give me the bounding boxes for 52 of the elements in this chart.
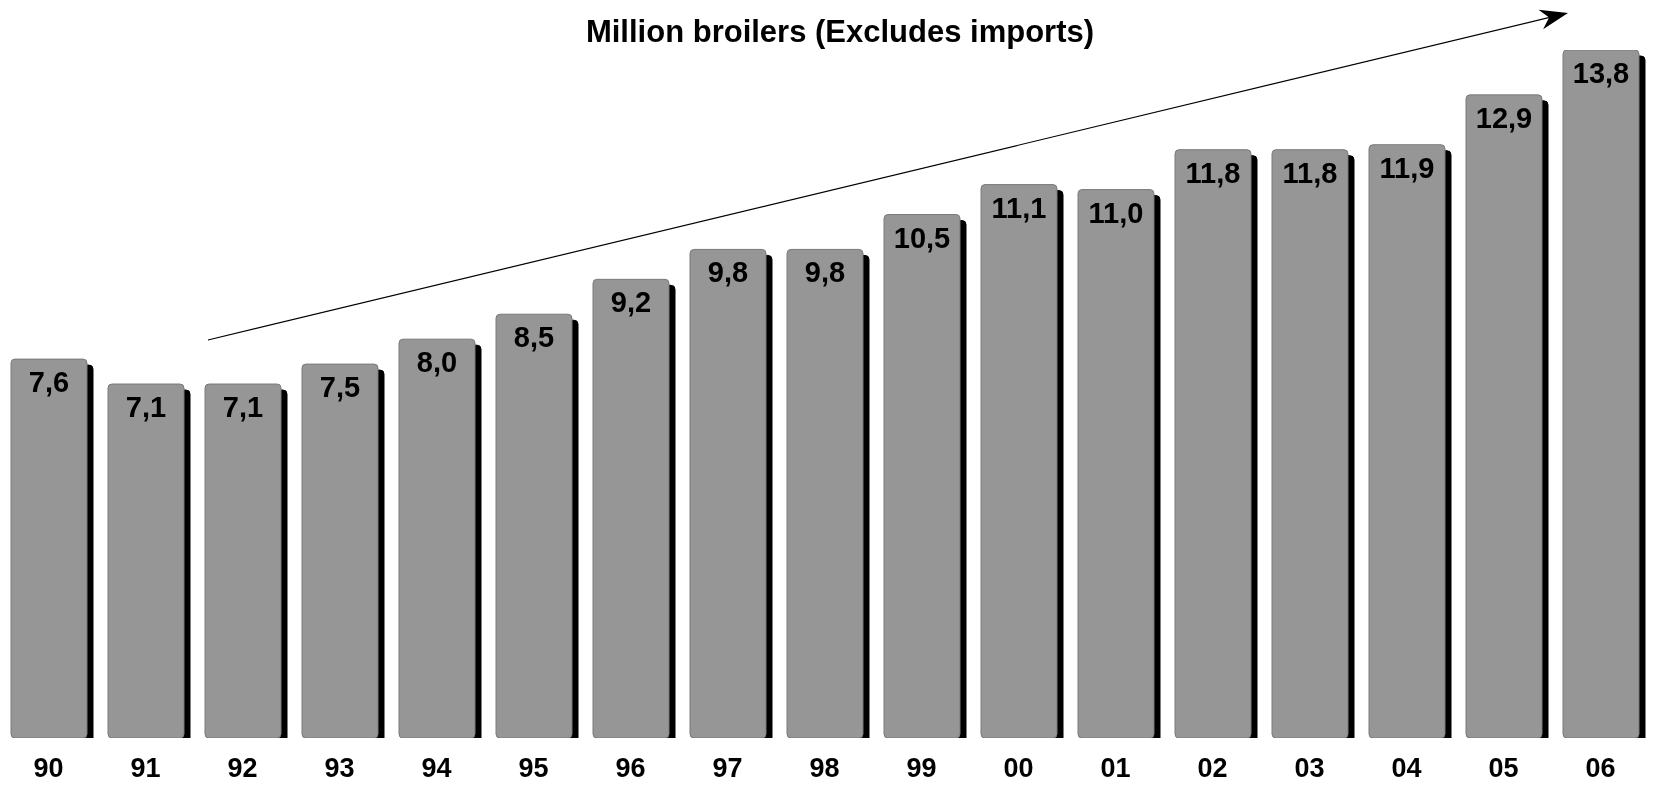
x-tick-label: 06 xyxy=(1585,753,1616,784)
data-label: 11,0 xyxy=(1088,196,1144,229)
bar xyxy=(689,248,767,738)
bar xyxy=(1271,149,1349,738)
data-label: 11,1 xyxy=(991,191,1047,224)
data-label: 12,9 xyxy=(1475,101,1533,134)
x-tick-label: 98 xyxy=(809,753,840,784)
chart-title: Million broilers (Excludes imports) xyxy=(585,14,1095,50)
data-label: 10,5 xyxy=(893,221,951,254)
x-tick-label: 97 xyxy=(712,753,743,784)
x-tick-label: 01 xyxy=(1100,753,1131,784)
x-tick-label: 02 xyxy=(1197,753,1228,784)
bar xyxy=(1465,94,1543,738)
bar xyxy=(1077,189,1155,738)
x-tick-label: 90 xyxy=(33,753,64,784)
bar xyxy=(592,278,670,738)
x-tick-label: 93 xyxy=(324,753,355,784)
bar xyxy=(301,363,379,738)
x-tick-label: 04 xyxy=(1391,753,1422,784)
data-label: 7,1 xyxy=(222,391,264,424)
x-tick-label: 91 xyxy=(130,753,161,784)
bar xyxy=(883,214,961,738)
x-tick-label: 00 xyxy=(1003,753,1034,784)
data-label: 13,8 xyxy=(1572,57,1630,89)
data-label: 9,8 xyxy=(707,256,749,289)
x-tick-label: 99 xyxy=(906,753,937,784)
bar xyxy=(107,383,185,738)
data-label: 11,8 xyxy=(1185,156,1241,189)
data-label: 9,8 xyxy=(804,256,846,289)
data-label: 8,5 xyxy=(513,321,555,354)
data-label: 9,2 xyxy=(610,286,652,319)
bar xyxy=(398,338,476,738)
bar xyxy=(1174,149,1252,738)
bar xyxy=(204,383,282,738)
data-label: 8,0 xyxy=(416,346,458,379)
x-tick-label: 03 xyxy=(1294,753,1325,784)
x-tick-label: 92 xyxy=(227,753,258,784)
data-label: 7,1 xyxy=(125,391,167,424)
data-label: 11,9 xyxy=(1379,151,1435,184)
x-tick-label: 95 xyxy=(518,753,549,784)
x-tick-label: 94 xyxy=(421,753,452,784)
bar xyxy=(495,313,573,738)
bar xyxy=(980,184,1058,738)
data-label: 7,6 xyxy=(28,366,70,399)
x-tick-label: 05 xyxy=(1488,753,1519,784)
bar xyxy=(1368,144,1446,738)
data-label: 7,5 xyxy=(319,371,361,404)
bar xyxy=(1562,50,1640,738)
data-label: 11,8 xyxy=(1282,156,1338,189)
bar xyxy=(786,248,864,738)
x-tick-label: 96 xyxy=(615,753,646,784)
bar xyxy=(10,358,88,738)
